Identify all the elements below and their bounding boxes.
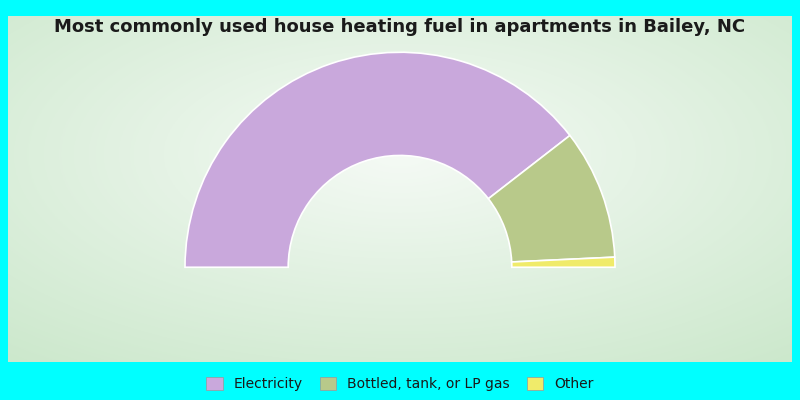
Wedge shape	[488, 136, 614, 262]
Legend: Electricity, Bottled, tank, or LP gas, Other: Electricity, Bottled, tank, or LP gas, O…	[206, 377, 594, 391]
Text: Most commonly used house heating fuel in apartments in Bailey, NC: Most commonly used house heating fuel in…	[54, 18, 746, 36]
Wedge shape	[512, 257, 615, 267]
Wedge shape	[185, 52, 570, 267]
